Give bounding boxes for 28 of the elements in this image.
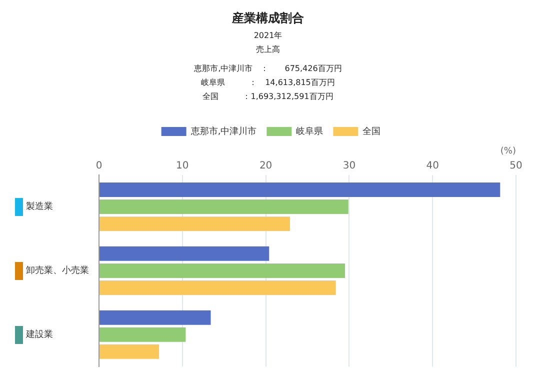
text: 岐阜県 ： 14,613,815百万円 [200, 77, 336, 88]
bar [100, 263, 346, 278]
bar [100, 216, 290, 232]
legend-label: 恵那市,中津川市 [190, 126, 257, 137]
bar [100, 200, 348, 214]
x-tick-label: 30 [342, 160, 356, 172]
x-tick-label: 0 [96, 160, 102, 172]
y-tick-label: 製造業 [26, 201, 53, 212]
y-tick-label: 建設業 [25, 328, 53, 340]
chart-subtitle: 2021年 [252, 30, 284, 41]
x-axis-title: (%) [500, 146, 516, 157]
bar [100, 310, 211, 325]
x-tick-label: 20 [259, 160, 272, 172]
chart-title: 産業構成割合 [231, 10, 305, 27]
bar [100, 182, 500, 197]
bar [100, 280, 336, 295]
bar [100, 246, 270, 261]
x-tick-label: 10 [176, 160, 189, 172]
bar [100, 344, 160, 359]
text: 恵那市,中津川市 ： 675,426百万円 [193, 63, 343, 74]
text: 売上高 [255, 44, 281, 55]
x-tick-label: 40 [426, 160, 439, 172]
y-tick-label: 卸売業、小売業 [26, 265, 89, 276]
x-tick-label: 50 [510, 160, 522, 172]
text: 全国 ：1,693,312,591百万円 [202, 91, 334, 102]
legend-label: 岐阜県 [296, 126, 324, 137]
legend-label: 全国 [362, 126, 381, 137]
bar [100, 327, 186, 342]
